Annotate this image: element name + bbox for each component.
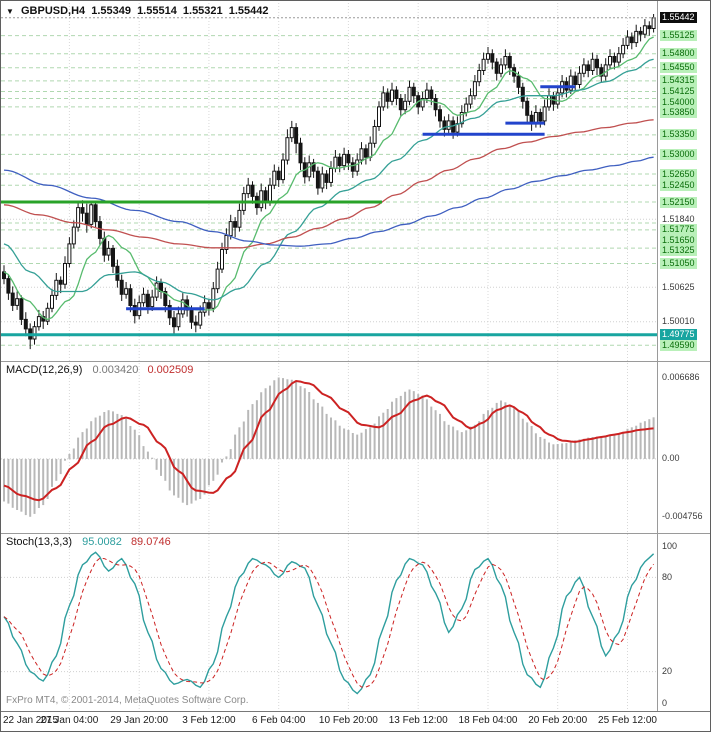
level-lines-layer [1, 35, 657, 346]
stoch-signal-line [3, 557, 655, 688]
ma-fast-green [3, 36, 654, 321]
ma-slow-blue [3, 156, 654, 247]
ohlc-close: 1.55442 [228, 5, 269, 17]
macd-layer [1, 377, 657, 517]
panel-separator-macd[interactable] [1, 361, 710, 362]
time-axis-separator [1, 711, 710, 712]
ma-red [3, 119, 654, 249]
stoch-value-main: 95.0082 [82, 536, 122, 548]
stochastic-layer [1, 551, 657, 695]
stoch-main-line [3, 551, 655, 695]
moving-averages-layer [3, 36, 654, 321]
support-resistance-layer [1, 17, 657, 337]
macd-signal-line [3, 379, 654, 502]
platform-copyright: FxPro MT4, © 2001-2014, MetaQuotes Softw… [6, 695, 249, 706]
macd-value-main: 0.003420 [92, 364, 139, 376]
macd-indicator-label: MACD(12,26,9) 0.003420 0.002509 [6, 364, 199, 376]
gridlines-layer [68, 3, 628, 709]
candlesticks-layer [2, 14, 656, 350]
stoch-indicator-label: Stoch(13,3,3) 95.0082 89.0746 [6, 536, 177, 548]
ohlc-low: 1.55321 [182, 5, 223, 17]
chart-menu-icon[interactable]: ▼ [6, 7, 14, 16]
price-axis-separator [657, 1, 658, 711]
time-axis[interactable] [1, 712, 710, 731]
symbol-period-label: GBPUSD,H4 [20, 5, 86, 17]
macd-value-signal: 0.002509 [147, 364, 194, 376]
price-axis[interactable] [658, 1, 710, 711]
stoch-name: Stoch(13,3,3) [6, 536, 73, 548]
macd-name: MACD(12,26,9) [6, 364, 83, 376]
ohlc-high: 1.55514 [137, 5, 177, 17]
stoch-value-signal: 89.0746 [130, 536, 171, 548]
panel-separator-stoch[interactable] [1, 533, 710, 534]
ohlc-open: 1.55349 [91, 5, 131, 17]
chart-title-overlay: ▼ GBPUSD,H4 1.55349 1.55514 1.55321 1.55… [6, 5, 271, 17]
